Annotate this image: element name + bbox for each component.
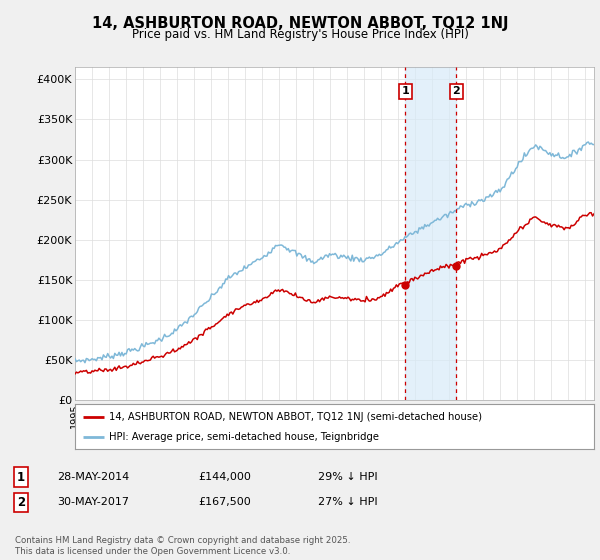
Text: 1: 1 [17, 470, 25, 484]
Text: £144,000: £144,000 [198, 472, 251, 482]
Text: 1: 1 [401, 86, 409, 96]
Text: 30-MAY-2017: 30-MAY-2017 [57, 497, 129, 507]
Text: £167,500: £167,500 [198, 497, 251, 507]
Text: 14, ASHBURTON ROAD, NEWTON ABBOT, TQ12 1NJ (semi-detached house): 14, ASHBURTON ROAD, NEWTON ABBOT, TQ12 1… [109, 412, 482, 422]
Text: 14, ASHBURTON ROAD, NEWTON ABBOT, TQ12 1NJ: 14, ASHBURTON ROAD, NEWTON ABBOT, TQ12 1… [92, 16, 508, 31]
Bar [405, 67, 457, 400]
Text: 28-MAY-2014: 28-MAY-2014 [57, 472, 129, 482]
Text: 27% ↓ HPI: 27% ↓ HPI [318, 497, 377, 507]
Text: HPI: Average price, semi-detached house, Teignbridge: HPI: Average price, semi-detached house,… [109, 432, 379, 442]
Text: 2: 2 [17, 496, 25, 509]
Text: Contains HM Land Registry data © Crown copyright and database right 2025.
This d: Contains HM Land Registry data © Crown c… [15, 536, 350, 556]
Text: Price paid vs. HM Land Registry's House Price Index (HPI): Price paid vs. HM Land Registry's House … [131, 28, 469, 41]
Text: 2: 2 [452, 86, 460, 96]
Text: 29% ↓ HPI: 29% ↓ HPI [318, 472, 377, 482]
